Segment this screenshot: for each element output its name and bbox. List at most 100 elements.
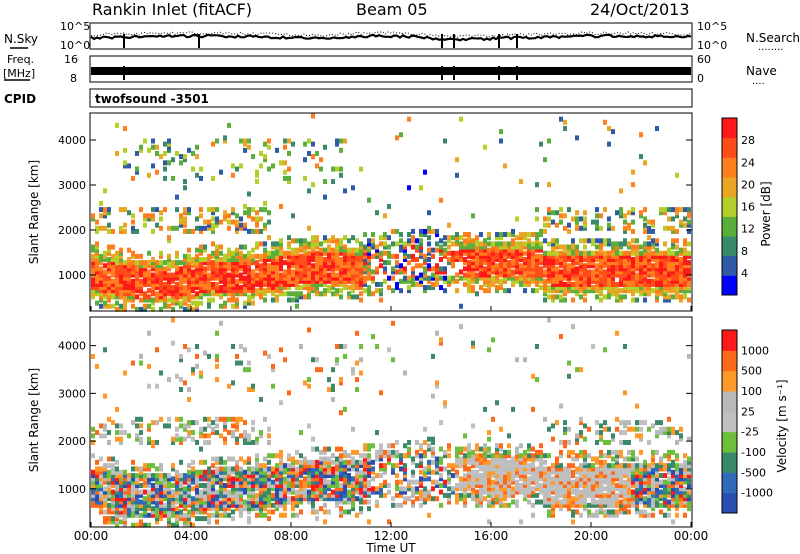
heatmap-cell [323,179,327,185]
heatmap-cell [123,430,127,436]
heatmap-cell [199,502,203,508]
heatmap-cell [631,263,635,269]
heatmap-cell [467,263,471,269]
heatmap-cell [483,281,487,287]
heatmap-cell [663,285,667,291]
heatmap-cell [191,150,195,156]
heatmap-cell [359,260,363,266]
heatmap-cell [643,241,647,247]
heatmap-cell [183,179,187,185]
heatmap-cell [367,238,371,244]
heatmap-cell [275,275,279,281]
heatmap-cell [611,269,615,275]
heatmap-cell [215,256,219,262]
heatmap-cell [583,216,587,222]
heatmap-cell [311,502,315,508]
heatmap-cell [103,275,107,281]
heatmap-cell [567,247,571,253]
heatmap-cell [199,291,203,297]
freq-tick-top: 16 [64,53,78,66]
heatmap-cell [223,269,227,275]
heatmap-cell [543,285,547,291]
heatmap-cell [171,506,175,512]
heatmap-cell [99,502,103,508]
heatmap-cell [119,506,123,512]
heatmap-cell [647,496,651,502]
heatmap-cell [255,453,259,459]
heatmap-cell [651,238,655,244]
heatmap-cell [523,266,527,272]
heatmap-cell [515,278,519,284]
heatmap-cell [287,253,291,259]
heatmap-cell [247,489,251,495]
heatmap-cell [599,238,603,244]
heatmap-cell [551,266,555,272]
heatmap-cell [147,363,151,369]
heatmap-cell [487,446,491,452]
heatmap-cell [263,241,267,247]
heatmap-cell [587,269,591,275]
heatmap-cell [647,479,651,485]
heatmap-cell [363,232,367,238]
heatmap-cell [215,250,219,256]
heatmap-cell [635,433,639,439]
heatmap-cell [151,463,155,469]
heatmap-cell [487,449,491,455]
heatmap-cell [167,138,171,144]
heatmap-cell [203,482,207,488]
heatmap-cell [543,502,547,508]
heatmap-cell [291,275,295,281]
heatmap-cell [531,456,535,462]
heatmap-cell [459,459,463,465]
heatmap-cell [499,266,503,272]
heatmap-cell [147,506,151,512]
heatmap-cell [523,256,527,262]
heatmap-cell [683,256,687,262]
heatmap-cell [515,357,519,363]
heatmap-cell [395,285,399,291]
heatmap-cell [227,492,231,498]
heatmap-cell [131,285,135,291]
heatmap-cell [527,466,531,472]
heatmap-cell [555,278,559,284]
heatmap-cell [271,453,275,459]
heatmap-cell [611,285,615,291]
heatmap-cell [607,291,611,297]
heatmap-cell [215,207,219,213]
heatmap-cell [271,473,275,479]
heatmap-cell [495,496,499,502]
heatmap-cell [203,278,207,284]
heatmap-cell [163,175,167,181]
heatmap-cell [231,288,235,294]
heatmap-cell [539,278,543,284]
heatmap-cell [359,370,363,376]
heatmap-cell [139,489,143,495]
heatmap-cell [583,453,587,459]
heatmap-cell [579,294,583,300]
heatmap-cell [279,496,283,502]
heatmap-cell [483,489,487,495]
heatmap-cell [543,250,547,256]
heatmap-cell [683,266,687,272]
heatmap-cell [543,269,547,275]
heatmap-cell [95,275,99,281]
heatmap-cell [319,250,323,256]
heatmap-cell [643,260,647,266]
heatmap-cell [687,241,691,247]
heatmap-cell [191,275,195,281]
heatmap-cell [315,238,319,244]
heatmap-cell [135,272,139,278]
heatmap-cell [611,436,615,442]
heatmap-cell [435,463,439,469]
heatmap-cell [675,213,679,219]
heatmap-cell [287,489,291,495]
heatmap-cell [259,266,263,272]
heatmap-cell [207,219,211,225]
heatmap-cell [603,285,607,291]
heatmap-cell [607,269,611,275]
heatmap-cell [343,253,347,259]
heatmap-cell [247,439,251,445]
heatmap-cell [591,476,595,482]
heatmap-cell [543,489,547,495]
heatmap-cell [103,272,107,278]
